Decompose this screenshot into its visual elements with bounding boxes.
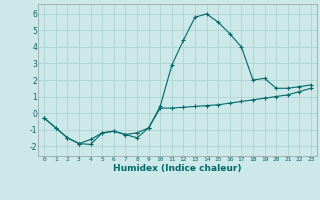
X-axis label: Humidex (Indice chaleur): Humidex (Indice chaleur) <box>113 164 242 173</box>
